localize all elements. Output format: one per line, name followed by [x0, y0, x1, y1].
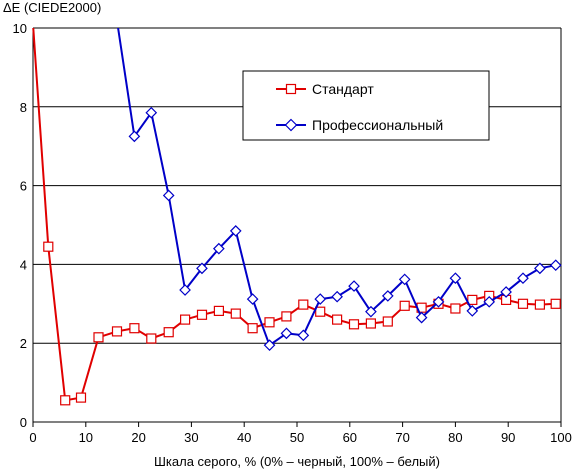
point-marker: [111, 326, 123, 337]
point-marker: [229, 225, 242, 237]
point-marker: [93, 332, 104, 343]
point-marker: [246, 293, 259, 305]
legend-box: [242, 70, 490, 141]
point-marker: [314, 293, 327, 305]
legend-entry-standard: Стандарт: [276, 81, 374, 97]
y-tick-label: 6: [20, 179, 27, 194]
series-professional: [117, 28, 562, 352]
point-marker: [450, 303, 461, 314]
point-marker: [483, 295, 496, 308]
point-marker: [398, 273, 411, 286]
point-marker: [365, 305, 377, 318]
legend-marker-professional: [284, 118, 298, 132]
point-marker: [467, 294, 478, 305]
point-marker: [331, 290, 343, 303]
y-tick-label: 0: [20, 415, 27, 430]
x-tick-label: 40: [237, 430, 251, 445]
point-marker: [297, 329, 310, 342]
point-marker: [432, 295, 445, 308]
point-marker: [264, 317, 275, 328]
point-marker: [348, 319, 360, 330]
point-marker: [466, 305, 479, 317]
series-standard: [32, 28, 561, 406]
x-tick-label: 60: [343, 430, 357, 445]
point-marker: [298, 299, 309, 310]
x-tick-label: 90: [501, 430, 515, 445]
point-marker: [315, 306, 326, 317]
x-tick-label: 80: [448, 430, 462, 445]
y-tick-label: 8: [20, 100, 27, 115]
point-marker: [75, 392, 87, 403]
point-marker: [449, 272, 462, 285]
point-marker: [381, 290, 394, 302]
x-tick-label: 30: [184, 430, 198, 445]
point-marker: [550, 298, 561, 309]
point-marker: [399, 300, 410, 311]
point-marker: [129, 323, 140, 334]
point-marker: [517, 272, 529, 285]
point-marker: [43, 241, 54, 252]
x-tick-label: 20: [131, 430, 145, 445]
legend-marker-standard: [285, 83, 297, 95]
point-marker: [382, 316, 393, 327]
series: [32, 28, 562, 406]
point-marker: [162, 189, 175, 202]
point-marker: [534, 299, 546, 310]
point-marker: [500, 286, 512, 298]
point-marker: [179, 284, 191, 296]
legend-label-professional: Профессиональный: [312, 117, 443, 133]
x-tick-label: 50: [290, 430, 304, 445]
point-marker: [128, 130, 141, 143]
y-axis-label: ΔE (CIEDE2000): [3, 0, 101, 15]
x-tick-label: 0: [29, 430, 36, 445]
x-tick-label: 70: [395, 430, 409, 445]
point-marker: [415, 311, 428, 324]
x-tick-label: 100: [550, 430, 572, 445]
legend-entry-professional: Профессиональный: [276, 117, 443, 133]
point-marker: [348, 280, 360, 292]
point-marker: [213, 305, 224, 316]
axes: [32, 28, 562, 427]
point-marker: [534, 262, 546, 275]
point-marker: [196, 309, 208, 320]
legend-label-standard: Стандарт: [312, 81, 374, 97]
point-marker: [145, 106, 158, 119]
y-tick-label: 10: [13, 21, 27, 36]
y-tick-label: 2: [20, 336, 27, 351]
point-marker: [60, 395, 71, 406]
point-marker: [230, 308, 241, 319]
x-tick-label: 10: [79, 430, 93, 445]
point-marker: [517, 298, 529, 309]
point-marker: [196, 262, 208, 275]
point-marker: [332, 314, 343, 325]
point-marker: [365, 318, 376, 329]
y-tick-label: 4: [20, 257, 27, 272]
x-axis-label: Шкала серого, % (0% – черный, 100% – бел…: [154, 454, 440, 469]
legend: Стандарт Профессиональный: [242, 70, 490, 141]
point-marker: [163, 327, 174, 338]
point-marker: [180, 314, 191, 325]
point-marker: [281, 311, 292, 322]
point-marker: [146, 333, 157, 344]
point-marker: [247, 323, 258, 334]
point-marker: [263, 339, 276, 352]
point-marker: [213, 242, 225, 255]
point-marker: [549, 259, 562, 272]
point-marker: [280, 327, 293, 340]
